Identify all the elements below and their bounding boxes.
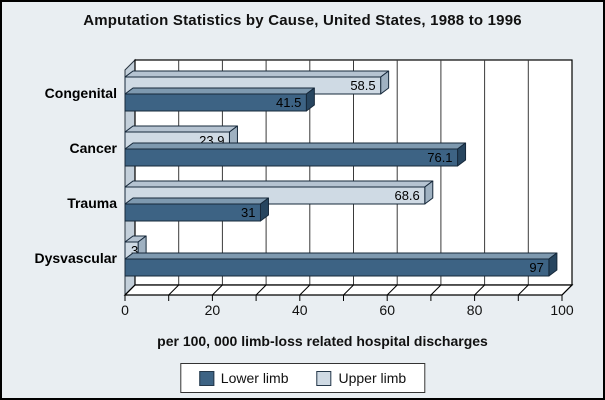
bar-value-label: 76.1 — [427, 150, 452, 165]
axis-tick-label: 60 — [379, 302, 395, 318]
floor-slash — [517, 284, 529, 296]
axis-tick-label: 20 — [205, 302, 221, 318]
bar-top-lower-limb-dysvascular — [124, 252, 558, 260]
axis-tick-label: 80 — [467, 302, 483, 318]
bar-top-upper-limb-congenital — [124, 70, 390, 78]
axis-tick-label: 40 — [292, 302, 308, 318]
bar-value-label: 97 — [529, 260, 543, 275]
bar-top-lower-limb-cancer — [124, 142, 467, 150]
bar-value-label: 58.5 — [350, 78, 375, 93]
floor-slash — [561, 284, 573, 296]
legend-swatch-upper-limb — [316, 370, 332, 386]
bar-lower-limb-dysvascular — [124, 258, 550, 277]
bar-value-label: 68.6 — [394, 188, 419, 203]
axis-tick-label: 100 — [550, 302, 574, 318]
category-label: Trauma — [67, 195, 117, 211]
bar-value-label: 31 — [241, 205, 255, 220]
bar-top-lower-limb-trauma — [124, 197, 269, 205]
legend-swatch-lower-limb — [198, 370, 214, 386]
category-label: Cancer — [70, 140, 118, 156]
category-label: Congenital — [45, 85, 117, 101]
legend-item-upper-limb: Upper limb — [316, 370, 407, 386]
bar-value-label: 41.5 — [276, 95, 301, 110]
floor-slash — [168, 284, 180, 296]
floor-slash — [255, 284, 267, 296]
floor-slash — [474, 284, 485, 296]
bar-value-label: 3 — [131, 243, 138, 258]
floor-slash — [386, 284, 398, 296]
legend-label-upper-limb: Upper limb — [338, 370, 407, 386]
x-axis-title: per 100, 000 limb-loss related hospital … — [157, 333, 488, 349]
floor-slash — [430, 284, 442, 296]
legend: Lower limb Upper limb — [179, 363, 426, 393]
floor-slash — [343, 284, 354, 296]
floor-slash — [299, 284, 311, 296]
legend-item-lower-limb: Lower limb — [198, 370, 289, 386]
bar-lower-limb-congenital — [124, 93, 307, 112]
floor-slash — [212, 284, 223, 296]
bar-top-lower-limb-congenital — [124, 87, 315, 95]
bar-top-upper-limb-trauma — [124, 180, 434, 188]
bar-lower-limb-trauma — [124, 203, 261, 222]
legend-label-lower-limb: Lower limb — [220, 370, 289, 386]
floor-slash — [124, 284, 136, 296]
bar-lower-limb-cancer — [124, 148, 459, 167]
bar-top-upper-limb-cancer — [124, 125, 238, 133]
category-label: Dysvascular — [34, 250, 117, 266]
chart-title: Amputation Statistics by Cause, United S… — [83, 12, 522, 29]
axis-tick-label: 0 — [121, 302, 129, 318]
